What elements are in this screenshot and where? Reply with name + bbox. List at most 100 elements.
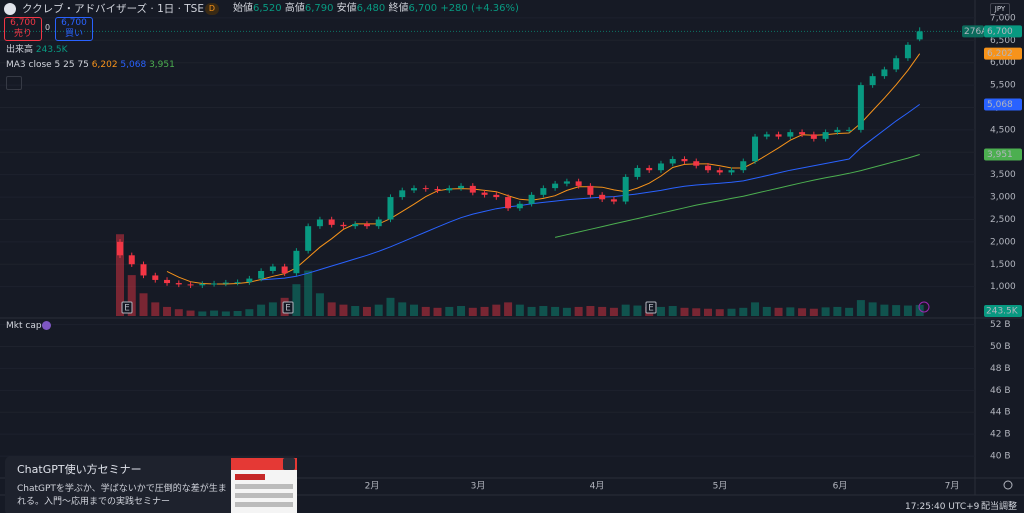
ohlc-value: 6,480 [356,3,386,14]
volume-bar [421,306,430,316]
ohlc-label: 高値 [284,3,305,14]
volume-bar [504,302,513,316]
last-price-tag-label: 6,700 [987,27,1013,37]
candle-body [705,165,711,171]
volume-bar [786,307,795,316]
candle-body [164,279,171,284]
volume-bar [656,306,665,316]
candle-body [787,132,794,137]
candle-body [128,255,135,265]
symbol-title[interactable]: ククレブ・アドバイザーズ · 1日 · TSE [22,3,204,15]
clock: 17:25:40 UTC+9 [905,502,980,512]
candle-body [328,219,335,225]
candle-body [493,194,500,198]
price-axis-bg [975,0,1024,495]
sell-button[interactable]: 6,700 売り [4,17,42,41]
ma-legend-label: MA3 close 5 25 75 [6,60,89,70]
volume-bar [186,310,195,316]
buy-button[interactable]: 6,700 買い [55,17,93,41]
sell-price: 6,700 [10,18,36,28]
candle-body [610,199,617,202]
y-tick-label: 1,000 [990,282,1016,292]
moving-average [261,103,920,281]
interval-badge: D [205,3,219,15]
candle-body [740,161,747,171]
earnings-box [645,301,657,314]
volume-bar [245,309,254,316]
last-price-tag [984,25,1022,38]
candle-body [587,185,594,195]
candle-body [258,270,265,279]
candle-body [516,203,523,209]
candle-body [634,167,641,177]
x-tick-label: 7月 [945,481,960,492]
volume-bar [562,307,571,316]
mktcap-icon [42,321,51,330]
event-icon [918,301,930,313]
volume-tag [984,305,1022,317]
currency[interactable]: JPY [990,3,1010,16]
candle-body [763,134,770,137]
volume-bar [139,293,148,316]
volume-bar [268,302,277,316]
buy-label: 買い [64,29,83,39]
candle-body [187,284,194,286]
mktcap-label: Mkt cap [6,321,42,331]
x-tick-label: 6月 [833,481,848,492]
earnings-box [121,301,133,314]
volume-bar [257,304,266,316]
candle-body [657,163,664,171]
ohlc-value: 6,700 [408,3,438,14]
x-tick-label: 5月 [713,481,728,492]
y-tick-label: 48 B [990,364,1011,374]
candle-body [269,266,276,271]
y-tick-label: 4,500 [990,125,1016,135]
adjust-button[interactable]: 配当調整 [981,502,1018,512]
ma-legend-value: 6,202 [91,60,118,70]
volume-bar [892,305,901,316]
symbol-icon [4,3,16,15]
ad-close[interactable] [283,458,295,470]
ticker-tag [962,25,984,38]
candle-body [199,283,206,286]
volume-bar [163,306,172,316]
candle-body [775,134,782,137]
volume-bar [527,306,536,316]
candle-body [693,161,700,166]
candle-body [799,132,806,135]
candle-body [528,194,535,204]
volume-bar [174,309,183,316]
y-tick-label: 1,500 [990,260,1016,270]
volume-bar [127,275,136,316]
volume-bar [151,302,160,316]
ad-popup[interactable]: ChatGPT使い方セミナー ChatGPTを学ぶか、学ばないかで圧倒的な差が生… [5,456,297,513]
volume-bar [880,304,889,316]
collapse-button[interactable] [6,76,22,90]
buy-price: 6,700 [61,18,87,28]
candle-body [222,282,229,284]
ma-legend: MA3 close 5 25 75 6,202 5,068 3,951 [6,59,175,71]
volume-bar [457,306,466,316]
ma-tag [984,148,1022,161]
ma-tag-label: 5,068 [987,100,1013,110]
candle-body [846,129,853,131]
earnings-marker: E [124,304,130,314]
volume-bar [809,308,818,316]
ohlc-label: 安値 [336,3,357,14]
moving-average [166,53,921,285]
candle-body [563,181,570,184]
volume-bar [386,297,395,316]
volume-bar [315,293,324,316]
volume-bar [609,307,618,316]
candle-body [481,192,488,195]
candle-body [234,282,241,284]
candle-body [340,224,347,227]
volume-bar [856,300,865,316]
candle-body [728,170,735,173]
volume-bar [492,304,501,316]
volume-bar [210,310,219,316]
volume-bar [915,304,924,316]
volume-bar [398,302,407,316]
